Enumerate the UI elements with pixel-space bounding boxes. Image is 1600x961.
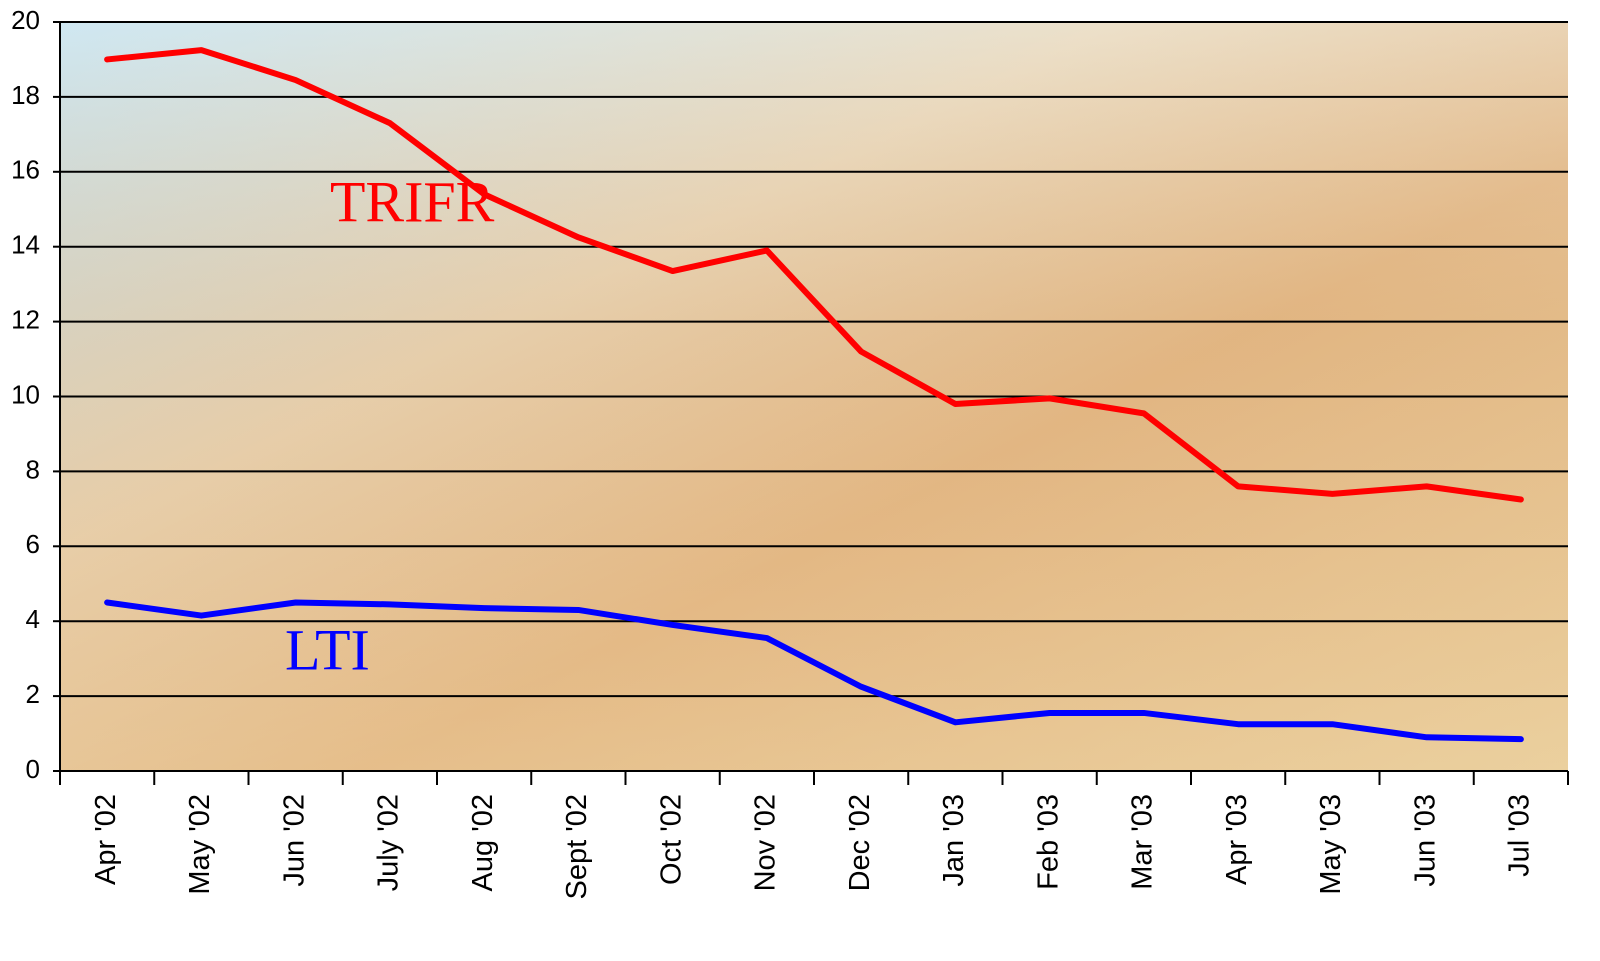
x-tick-label: Aug '02	[467, 794, 499, 891]
x-tick-label: Oct '02	[655, 794, 687, 885]
y-tick-label: 4	[26, 604, 40, 634]
y-tick-label: 6	[26, 529, 40, 559]
x-tick-label: Jan '03	[938, 794, 970, 887]
y-tick-label: 12	[11, 304, 40, 334]
y-tick-label: 18	[11, 80, 40, 110]
y-tick-label: 8	[26, 454, 40, 484]
x-tick-label: Mar '03	[1127, 794, 1159, 890]
x-tick-label: Dec '02	[844, 794, 876, 891]
x-tick-label: Apr '03	[1221, 794, 1253, 885]
x-tick-label: Feb '03	[1032, 794, 1064, 890]
y-tick-label: 14	[11, 230, 40, 260]
x-tick-label: July '02	[373, 794, 405, 891]
y-tick-label: 10	[11, 379, 40, 409]
y-tick-label: 20	[11, 5, 40, 35]
x-tick-label: Sept '02	[561, 794, 593, 900]
x-tick-label: Jul '03	[1504, 794, 1536, 877]
x-tick-label: Nov '02	[750, 794, 782, 891]
x-tick-label: Jun '03	[1409, 794, 1441, 887]
x-tick-label: May '03	[1315, 794, 1347, 895]
page: {"chart_data": {"type": "line", "categor…	[0, 0, 1600, 961]
y-tick-label: 0	[26, 754, 40, 784]
series-annotation: LTI	[285, 617, 370, 682]
y-tick-label: 16	[11, 155, 40, 185]
x-tick-label: May '02	[184, 794, 216, 895]
series-annotation: TRIFR	[330, 169, 495, 234]
y-tick-label: 2	[26, 679, 40, 709]
x-tick-label: Apr '02	[90, 794, 122, 885]
chart: 0 2 4 6 8 10 12 14 16 18 20 Apr '02 May '02 Jun '02 Ju…	[0, 0, 1600, 961]
x-tick-label: Jun '02	[278, 794, 310, 887]
